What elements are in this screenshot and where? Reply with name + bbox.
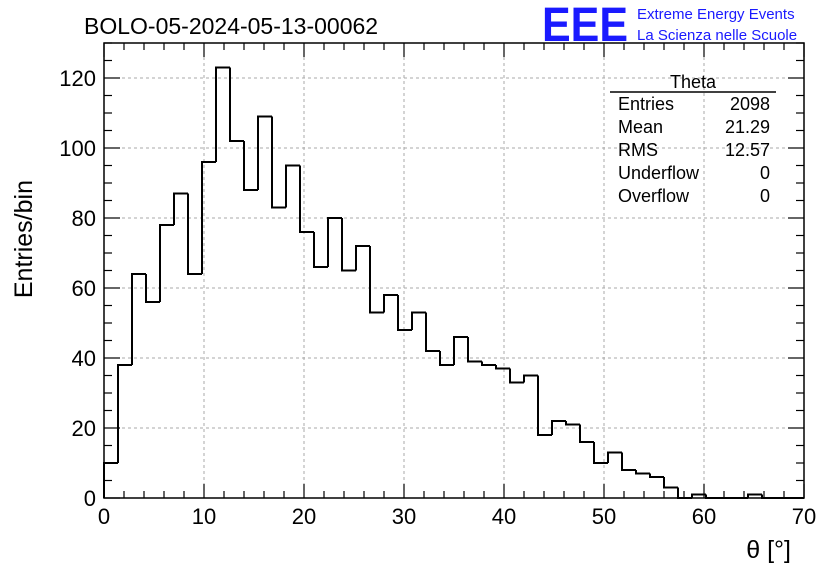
stats-value: 0 [760,186,770,206]
histogram-bin [495,365,510,370]
histogram-bin [523,374,538,383]
histogram-bin [607,451,622,463]
stats-value: 0 [760,163,770,183]
plot-frame [103,42,805,499]
chart-title: BOLO-05-2024-05-13-00062 [84,13,378,39]
histogram-bin [551,420,566,435]
histogram-bin [383,294,398,313]
histogram-bin [397,295,412,331]
histogram-bin [579,424,594,443]
stats-label: Mean [618,117,663,137]
histogram-bin [467,337,482,363]
x-axis-label: θ [°] [746,536,791,564]
histogram-bin [593,442,608,464]
histogram-bin [677,487,692,499]
histogram-bin [327,217,342,267]
histogram-bars [103,66,804,499]
histogram-bin [369,246,384,314]
histogram-bin [201,161,216,274]
histogram-bin [159,224,174,302]
x-tick-label: 70 [792,504,816,529]
stats-value: 21.29 [725,117,770,137]
y-tick-label: 100 [59,136,96,161]
histogram-bin [453,336,468,365]
histogram-bin [229,67,244,142]
histogram-bin [635,470,650,475]
x-tick-label: 30 [392,504,416,529]
histogram-bin [355,245,370,271]
logo-line1: Extreme Energy Events [637,6,795,23]
x-tick-label: 10 [192,504,216,529]
histogram-bin [117,364,132,463]
histogram-bin [313,232,328,268]
histogram-bin [243,141,258,191]
stats-title: Theta [670,72,717,92]
x-tick-label: 40 [492,504,516,529]
y-tick-label: 120 [59,66,96,91]
histogram-bin [747,493,762,498]
y-tick-label: 40 [72,346,96,371]
histogram-bin [509,368,524,384]
stats-label: RMS [618,140,658,160]
x-tick-label: 50 [592,504,616,529]
y-tick-label: 80 [72,206,96,231]
histogram-bin [565,421,580,426]
y-tick-label: 60 [72,276,96,301]
stats-label: Entries [618,94,674,114]
histogram-bin [649,473,664,478]
histogram-bin [691,493,706,498]
stats-label: Overflow [618,186,690,206]
y-axis-label: Entries/bin [10,180,38,298]
x-tick-label: 60 [692,504,716,529]
histogram-bin [173,192,188,225]
axes: 0 10 20 30 40 50 60 70 0 20 40 60 80 100 120 [59,42,816,529]
histogram-bin [257,115,272,190]
stats-value: 12.57 [725,140,770,160]
histogram-bin [187,193,202,275]
histogram-bin [299,165,314,233]
logo-line2: La Scienza nelle Scuole [637,27,797,44]
grid-lines [104,43,804,498]
histogram-bin [481,361,496,366]
histogram-bin [215,66,230,162]
histogram-bin [341,218,356,272]
stats-label: Underflow [618,163,700,183]
histogram-bin [131,273,146,365]
y-tick-label: 20 [72,416,96,441]
histogram-bin [285,164,300,208]
histogram-bin [663,477,678,489]
histogram-bin [425,312,440,352]
histogram-bin [439,351,454,366]
histogram-bin [271,116,286,209]
histogram-bin [537,375,552,436]
histogram-bin [411,311,426,330]
histogram-bin [145,274,160,303]
x-tick-label: 20 [292,504,316,529]
eee-logo: EEE Extreme Energy Events La Scienza nel… [542,0,797,52]
stats-value: 2098 [730,94,770,114]
y-tick-label: 0 [84,486,96,511]
histogram-bin [621,452,636,471]
logo-mark: EEE [542,0,628,52]
x-tick-label: 0 [98,504,110,529]
